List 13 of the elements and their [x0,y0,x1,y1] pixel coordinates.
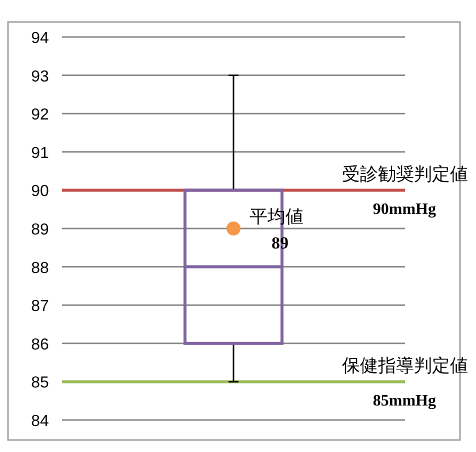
y-tick-label: 89 [31,222,49,238]
y-tick-label: 93 [31,68,49,86]
y-tick-label: 91 [31,144,49,162]
ref-line-label: 受診勧奨判定値 90mmHg [342,164,468,218]
y-tick-label: 84 [31,413,49,430]
y-tick-label: 87 [31,298,49,316]
y-tick-label: 92 [31,106,49,124]
y-tick-label: 94 [31,30,49,47]
y-tick-label: 86 [31,336,49,354]
y-tick-label: 85 [31,374,49,392]
ref-line-label: 保健指導判定値 85mmHg [342,356,468,410]
y-tick-label: 90 [31,183,49,200]
y-tick-label: 88 [31,260,49,277]
